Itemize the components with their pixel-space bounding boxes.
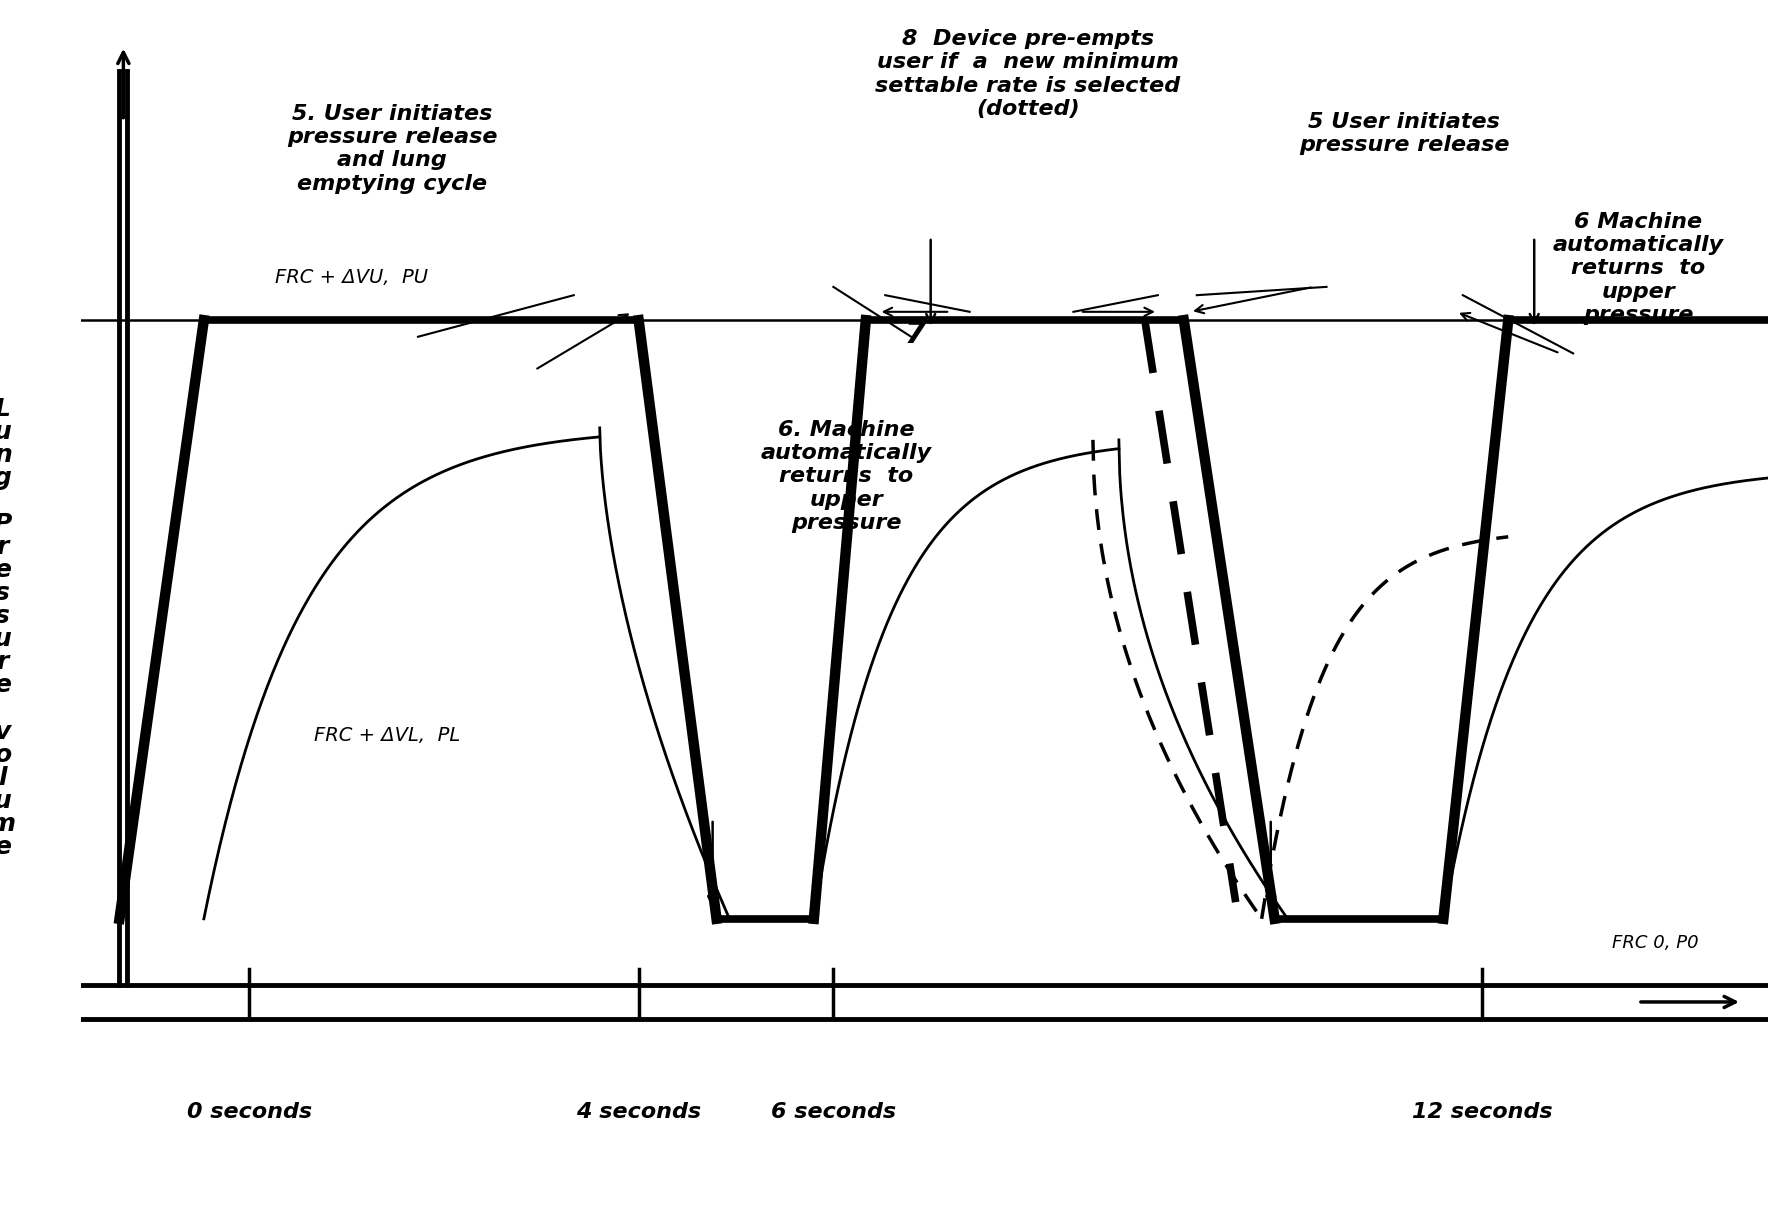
Text: 7: 7 xyxy=(905,320,927,350)
Text: 8  Device pre-empts
user if  a  new minimum
settable rate is selected
(dotted): 8 Device pre-empts user if a new minimum… xyxy=(875,29,1180,119)
Text: 4 seconds: 4 seconds xyxy=(576,1102,702,1122)
Text: 12 seconds: 12 seconds xyxy=(1412,1102,1552,1122)
Text: 5 User initiates
pressure release: 5 User initiates pressure release xyxy=(1299,112,1510,155)
Text: 6 seconds: 6 seconds xyxy=(771,1102,897,1122)
Text: FRC 0, P0: FRC 0, P0 xyxy=(1613,934,1699,952)
Text: FRC + ΔVL,  PL: FRC + ΔVL, PL xyxy=(314,726,461,745)
Text: L
u
n
g
 
P
r
e
s
s
u
r
e
 
v
o
l
u
m
e: L u n g P r e s s u r e v o l u m e xyxy=(0,397,16,858)
Text: 5. User initiates
pressure release
and lung
emptying cycle: 5. User initiates pressure release and l… xyxy=(287,104,498,193)
Text: 0 seconds: 0 seconds xyxy=(186,1102,312,1122)
Text: 6. Machine
automatically
returns  to
upper
pressure: 6. Machine automatically returns to uppe… xyxy=(760,420,932,533)
Text: 6 Machine
automatically
returns  to
upper
pressure: 6 Machine automatically returns to upper… xyxy=(1552,212,1724,325)
Text: FRC + ΔVU,  PU: FRC + ΔVU, PU xyxy=(275,268,429,287)
